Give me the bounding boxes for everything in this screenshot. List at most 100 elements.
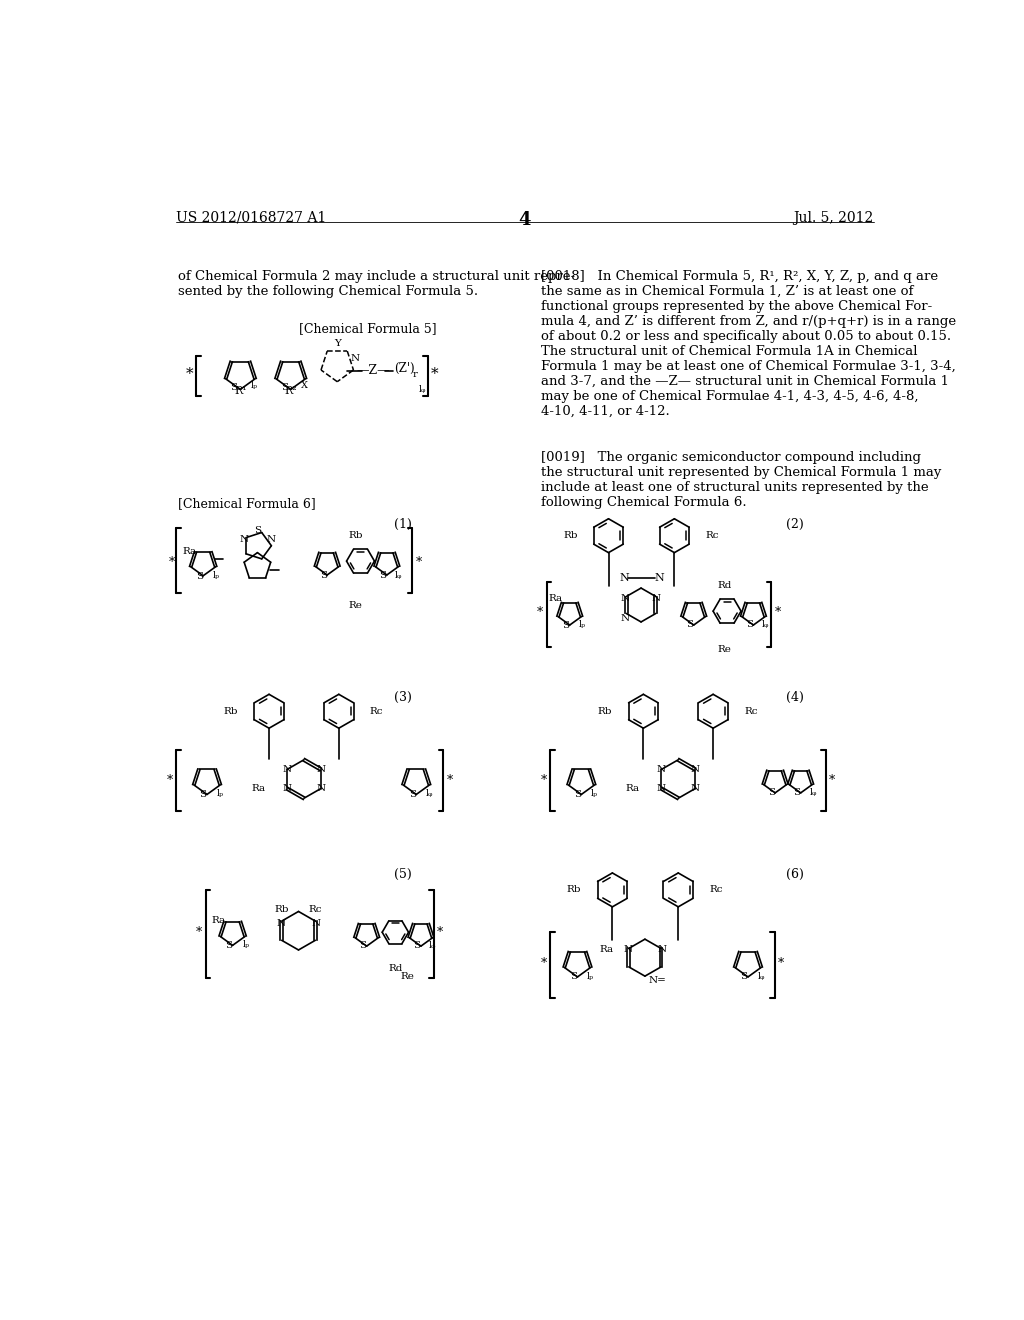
Text: N: N — [656, 784, 666, 793]
Text: (1): (1) — [394, 517, 412, 531]
Text: [Chemical Formula 5]: [Chemical Formula 5] — [299, 322, 437, 335]
Text: *: * — [541, 957, 547, 970]
Text: *: * — [186, 367, 194, 381]
Text: Rb: Rb — [348, 531, 364, 540]
Text: S: S — [740, 973, 748, 981]
Text: N: N — [240, 535, 249, 544]
Text: r: r — [413, 371, 417, 379]
Text: (Z'): (Z') — [394, 362, 415, 375]
Text: lᵩ: lᵩ — [762, 620, 769, 628]
Text: *: * — [774, 606, 780, 619]
Text: —Z—: —Z— — [356, 364, 390, 378]
Text: N: N — [656, 766, 666, 775]
Text: N: N — [691, 766, 699, 775]
Text: Rb: Rb — [598, 706, 612, 715]
Text: Ra: Ra — [251, 784, 265, 793]
Text: N: N — [620, 573, 629, 583]
Text: lᵩ: lᵩ — [426, 789, 433, 799]
Text: Re: Re — [400, 972, 414, 981]
Text: S: S — [196, 572, 203, 581]
Text: N: N — [691, 784, 699, 793]
Text: lₚ: lₚ — [217, 789, 223, 799]
Text: lₚ: lₚ — [591, 789, 598, 799]
Text: Re: Re — [718, 645, 732, 655]
Text: S: S — [200, 789, 207, 799]
Text: Re: Re — [349, 601, 362, 610]
Text: Rc: Rc — [309, 904, 323, 913]
Text: S: S — [686, 620, 693, 628]
Text: X: X — [301, 381, 308, 389]
Text: Ra: Ra — [549, 594, 563, 603]
Text: Rb: Rb — [223, 706, 238, 715]
Text: N: N — [316, 784, 326, 793]
Text: N: N — [652, 594, 662, 603]
Text: N: N — [624, 945, 633, 954]
Text: [0018]   In Chemical Formula 5, R¹, R², X, Y, Z, p, and q are
the same as in Che: [0018] In Chemical Formula 5, R¹, R², X,… — [541, 271, 956, 418]
Text: S: S — [573, 789, 581, 799]
Text: *: * — [541, 774, 547, 787]
Text: *: * — [437, 925, 443, 939]
Text: Ra: Ra — [626, 784, 640, 793]
Text: lₚ: lₚ — [587, 972, 594, 981]
Text: S: S — [414, 941, 421, 950]
Text: lᵩ: lᵩ — [429, 941, 436, 950]
Text: S: S — [794, 788, 801, 797]
Text: N: N — [283, 766, 292, 775]
Text: N: N — [266, 535, 275, 544]
Text: N: N — [311, 919, 321, 928]
Text: S: S — [230, 383, 238, 392]
Text: Ra: Ra — [212, 916, 225, 925]
Text: *: * — [169, 556, 175, 569]
Text: Rc: Rc — [710, 886, 723, 895]
Text: *: * — [416, 556, 422, 569]
Text: Rd: Rd — [388, 964, 402, 973]
Text: Jul. 5, 2012: Jul. 5, 2012 — [794, 211, 873, 224]
Text: of Chemical Formula 2 may include a structural unit repre-
sented by the followi: of Chemical Formula 2 may include a stru… — [178, 271, 575, 298]
Text: N: N — [276, 919, 286, 928]
Text: lₚ: lₚ — [243, 940, 249, 949]
Text: S: S — [359, 941, 367, 950]
Text: *: * — [167, 774, 173, 787]
Text: Rd: Rd — [718, 581, 732, 590]
Text: N: N — [654, 573, 664, 583]
Text: (6): (6) — [785, 869, 804, 880]
Text: Rc: Rc — [706, 531, 719, 540]
Text: S: S — [225, 941, 232, 950]
Text: *: * — [197, 925, 203, 939]
Text: N: N — [621, 614, 630, 623]
Text: Y: Y — [334, 339, 341, 348]
Text: *: * — [430, 367, 438, 381]
Text: S: S — [768, 788, 775, 797]
Text: (2): (2) — [785, 517, 804, 531]
Text: *: * — [778, 957, 784, 970]
Text: lᵩ: lᵩ — [395, 572, 402, 581]
Text: (3): (3) — [394, 690, 412, 704]
Text: S: S — [319, 572, 327, 581]
Text: N: N — [316, 766, 326, 775]
Text: (5): (5) — [394, 869, 412, 880]
Text: R¹: R¹ — [234, 385, 247, 396]
Text: *: * — [538, 606, 544, 619]
Text: S: S — [409, 789, 416, 799]
Text: Rb: Rb — [567, 886, 582, 895]
Text: R²: R² — [285, 385, 297, 396]
Text: Rc: Rc — [744, 706, 758, 715]
Text: lᵩ: lᵩ — [419, 385, 426, 393]
Text: S: S — [254, 525, 261, 535]
Text: N: N — [657, 945, 667, 954]
Text: lᵩ: lᵩ — [758, 972, 765, 981]
Text: S: S — [380, 572, 386, 581]
Text: lₚ: lₚ — [579, 620, 586, 628]
Text: Rb: Rb — [274, 904, 289, 913]
Text: lₚ: lₚ — [213, 572, 220, 581]
Text: Rb: Rb — [563, 531, 578, 540]
Text: S: S — [281, 383, 288, 392]
Text: S: S — [746, 620, 753, 628]
Text: N=: N= — [649, 977, 667, 985]
Text: Ra: Ra — [182, 546, 197, 556]
Text: [Chemical Formula 6]: [Chemical Formula 6] — [178, 498, 316, 511]
Text: *: * — [446, 774, 453, 787]
Text: *: * — [828, 774, 835, 787]
Text: lᵩ: lᵩ — [809, 788, 817, 796]
Text: N: N — [621, 594, 630, 603]
